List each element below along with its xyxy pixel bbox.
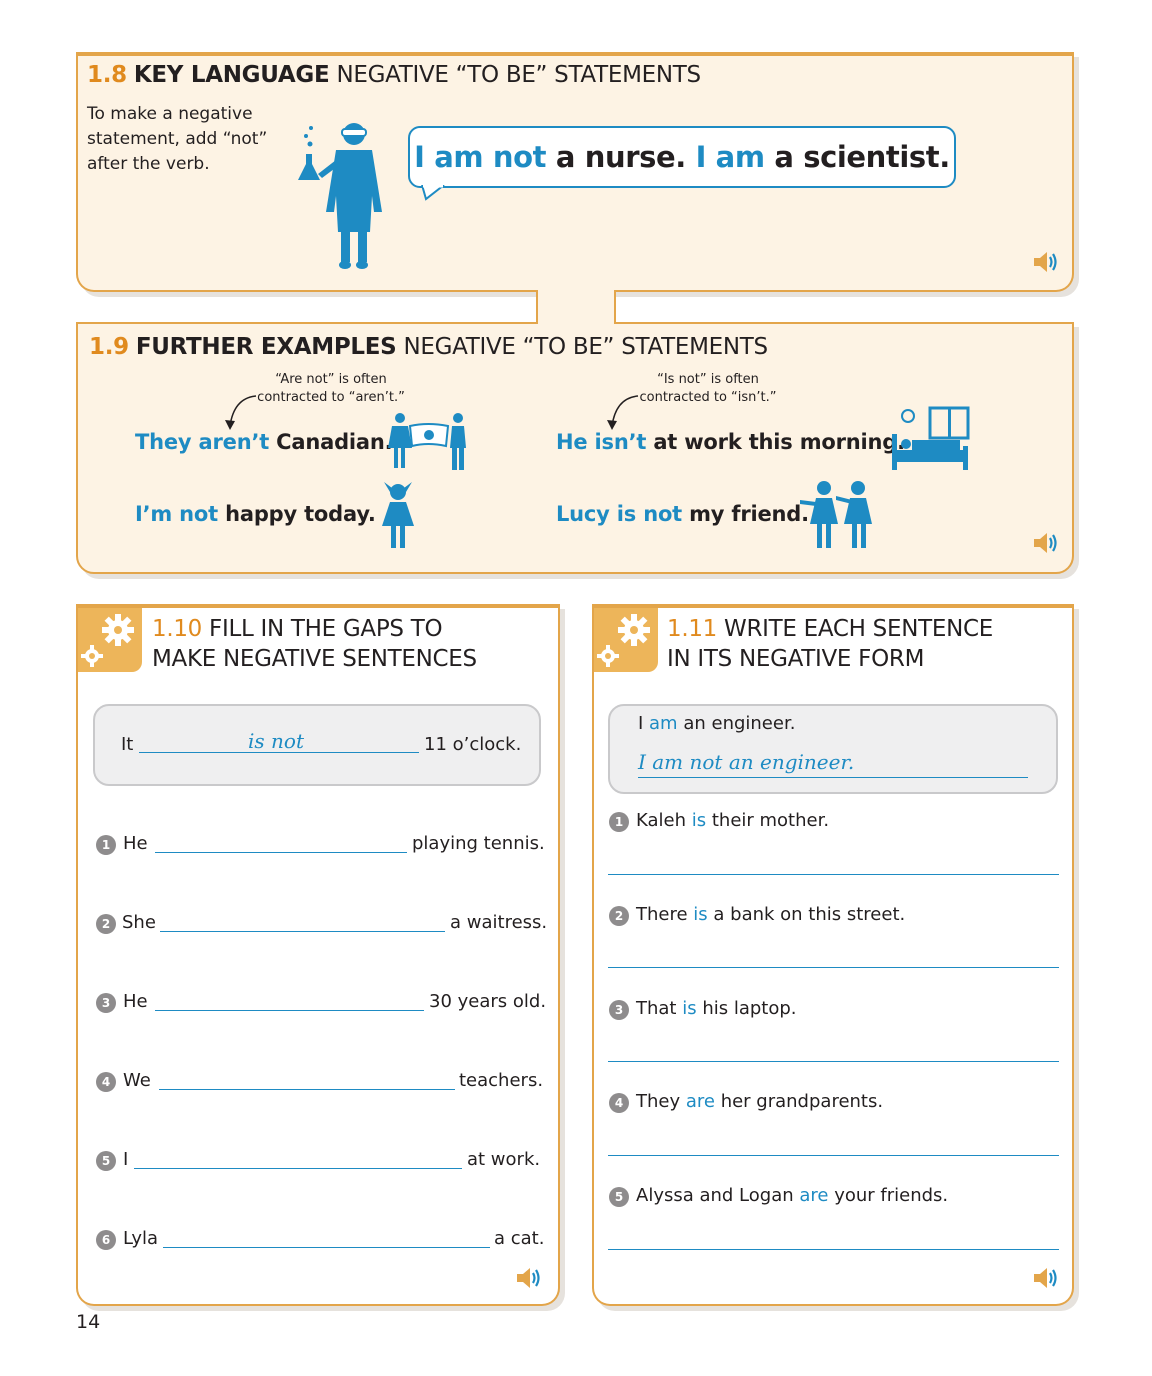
question-number: 1: [609, 812, 629, 832]
speech-bubble: I am not a nurse. I am a scientist.: [408, 126, 956, 188]
example-answer: is not: [248, 729, 304, 753]
answer-line[interactable]: [160, 931, 445, 932]
question-start: Lyla: [123, 1228, 159, 1249]
negative-form-heading: 1.11 WRITE EACH SENTENCE IN ITS NEGATIVE…: [667, 616, 993, 672]
audio-speaker-icon[interactable]: [1032, 531, 1060, 555]
example-sentence: I’m not happy today.: [135, 502, 376, 526]
key-language-intro: To make a negative statement, add “not” …: [87, 104, 268, 174]
note-isnt: “Is not” is often contracted to “isn’t.”: [639, 372, 777, 405]
question-start: He: [123, 991, 148, 1012]
arrow-icon: [607, 395, 639, 430]
question-end: at work.: [467, 1149, 541, 1170]
key-language-heading: 1.8 KEY LANGUAGE NEGATIVE “TO BE” STATEM…: [87, 62, 701, 88]
example-sentence: I am an engineer.: [638, 713, 796, 734]
question-end: 30 years old.: [429, 991, 547, 1012]
answer-line[interactable]: [163, 1247, 490, 1248]
person-in-bed-icon: [892, 406, 970, 470]
scientist-icon: [298, 123, 382, 269]
question-start: I: [123, 1149, 129, 1170]
question-sentence: They are her grandparents.: [636, 1091, 884, 1112]
crying-girl-icon: [382, 482, 414, 548]
question-number: 3: [96, 993, 116, 1013]
gear-icon: [81, 614, 134, 667]
question-end: teachers.: [459, 1070, 544, 1091]
answer-line[interactable]: [155, 1010, 424, 1011]
question-number: 5: [609, 1187, 629, 1207]
example-end: 11 o’clock.: [424, 734, 522, 755]
question-number: 2: [96, 914, 116, 934]
question-number: 2: [609, 906, 629, 926]
answer-line[interactable]: [608, 1061, 1059, 1062]
gear-icon: [597, 614, 650, 667]
answer-line[interactable]: [608, 874, 1059, 875]
note-arent: “Are not” is often contracted to “aren’t…: [257, 372, 405, 405]
audio-speaker-icon[interactable]: [1032, 1266, 1060, 1290]
question-start: He: [123, 833, 148, 854]
connector-cover: [538, 318, 614, 326]
example-start: It: [121, 734, 134, 755]
bubble-tail: [421, 185, 445, 201]
example-answer: I am not an engineer.: [638, 750, 855, 774]
audio-speaker-icon[interactable]: [515, 1266, 543, 1290]
arrow-icon: [225, 395, 257, 430]
example-box: [608, 704, 1058, 794]
answer-line[interactable]: [134, 1168, 462, 1169]
question-number: 4: [96, 1072, 116, 1092]
answer-line[interactable]: [159, 1089, 455, 1090]
question-sentence: Alyssa and Logan are your friends.: [636, 1185, 949, 1206]
example-sentence: He isn’t at work this morning.: [556, 430, 905, 454]
gear-icon-box: [78, 608, 142, 672]
answer-line[interactable]: [608, 1249, 1059, 1250]
question-number: 5: [96, 1151, 116, 1171]
example-box: [93, 704, 541, 786]
question-end: playing tennis.: [412, 833, 545, 854]
gear-icon-box: [594, 608, 658, 672]
question-sentence: That is his laptop.: [636, 998, 797, 1019]
question-start: She: [122, 912, 156, 933]
example-sentence: Lucy is not my friend.: [556, 502, 809, 526]
answer-line[interactable]: [155, 852, 407, 853]
answer-line[interactable]: [608, 1155, 1059, 1156]
question-number: 4: [609, 1093, 629, 1113]
answer-line[interactable]: [608, 967, 1059, 968]
question-number: 3: [609, 1000, 629, 1020]
fill-gaps-heading: 1.10 FILL IN THE GAPS TO MAKE NEGATIVE S…: [152, 616, 477, 672]
two-girls-icon: [800, 481, 872, 548]
question-number: 1: [96, 835, 116, 855]
question-number: 6: [96, 1230, 116, 1250]
question-sentence: There is a bank on this street.: [636, 904, 906, 925]
page-number: 14: [76, 1311, 101, 1333]
audio-speaker-icon[interactable]: [1032, 250, 1060, 274]
question-sentence: Kaleh is their mother.: [636, 810, 830, 831]
example-sentence: They aren’t Canadian.: [135, 430, 393, 454]
further-examples-heading: 1.9 FURTHER EXAMPLES NEGATIVE “TO BE” ST…: [89, 334, 768, 360]
answer-line: [139, 752, 419, 753]
question-end: a cat.: [494, 1228, 545, 1249]
answer-line: [638, 777, 1028, 778]
question-end: a waitress.: [450, 912, 548, 933]
japan-flag-people-icon: [388, 413, 466, 470]
question-start: We: [123, 1070, 151, 1091]
